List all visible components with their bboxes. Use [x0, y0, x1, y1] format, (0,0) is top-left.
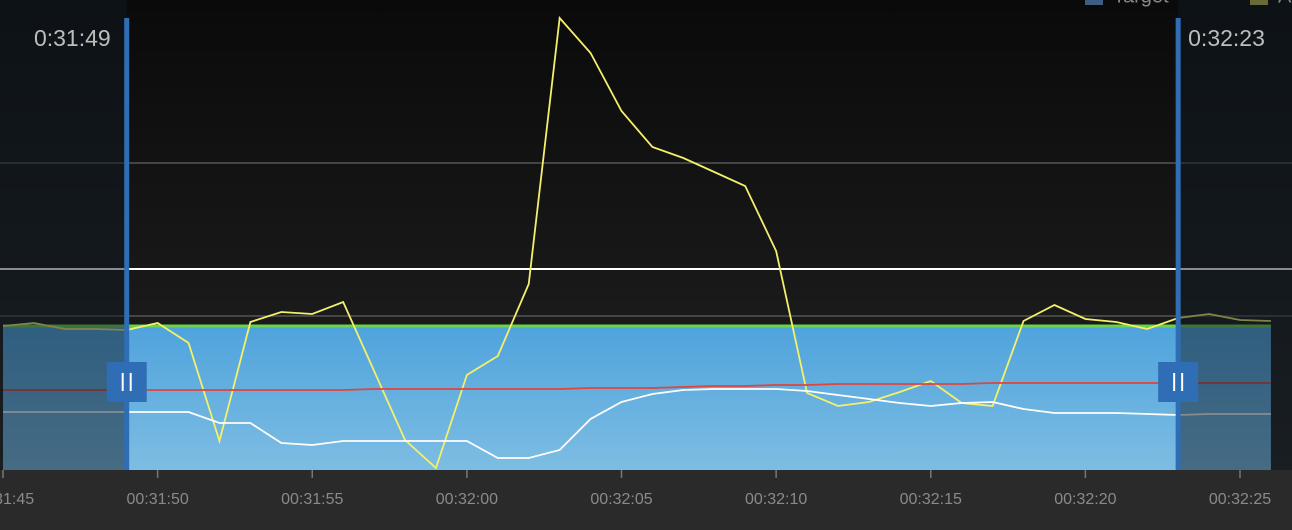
- legend-label: Target: [1113, 0, 1169, 7]
- x-axis-background: [0, 470, 1292, 530]
- selection-label: 0:31:49: [34, 25, 111, 51]
- selection-handle[interactable]: [1158, 362, 1199, 402]
- dim-left: [0, 0, 127, 470]
- legend-swatch: [1085, 0, 1103, 5]
- plot: [0, 15, 1292, 470]
- selection-handle[interactable]: [106, 362, 147, 402]
- legend-swatch: [1250, 0, 1268, 5]
- x-tick-label: 00:31:55: [281, 491, 343, 508]
- x-tick-label: 00:31:45: [0, 491, 34, 508]
- x-tick-label: 00:32:20: [1054, 491, 1116, 508]
- series-line: [2, 15, 1271, 470]
- x-tick-label: 00:32:05: [590, 491, 652, 508]
- x-tick-label: 00:32:00: [436, 491, 498, 508]
- selection-label: 0:32:23: [1188, 25, 1265, 51]
- series-line: [3, 388, 1271, 459]
- legend-label: Actual: [1278, 0, 1292, 7]
- x-tick-label: 00:32:15: [900, 491, 962, 508]
- x-tick-label: 00:31:50: [126, 491, 188, 508]
- x-tick-label: 00:32:25: [1209, 491, 1271, 508]
- x-tick-label: 00:32:10: [745, 491, 807, 508]
- overlay: 00:31:45 00:31:50 00:31:55 00:32:00 00:32:05…: [0, 0, 1292, 508]
- series-line: [3, 382, 1271, 391]
